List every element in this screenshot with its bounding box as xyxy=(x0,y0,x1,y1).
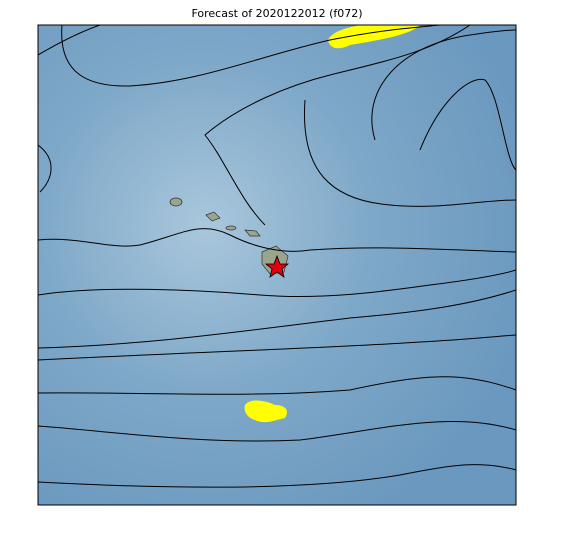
isobars xyxy=(38,25,516,488)
title: Forecast of 2020122012 (f072) xyxy=(191,7,362,20)
location-star xyxy=(264,254,290,278)
map-frame xyxy=(37,24,517,506)
wind-patch xyxy=(328,25,420,49)
wind-patch xyxy=(244,400,287,423)
map-area xyxy=(38,25,516,505)
